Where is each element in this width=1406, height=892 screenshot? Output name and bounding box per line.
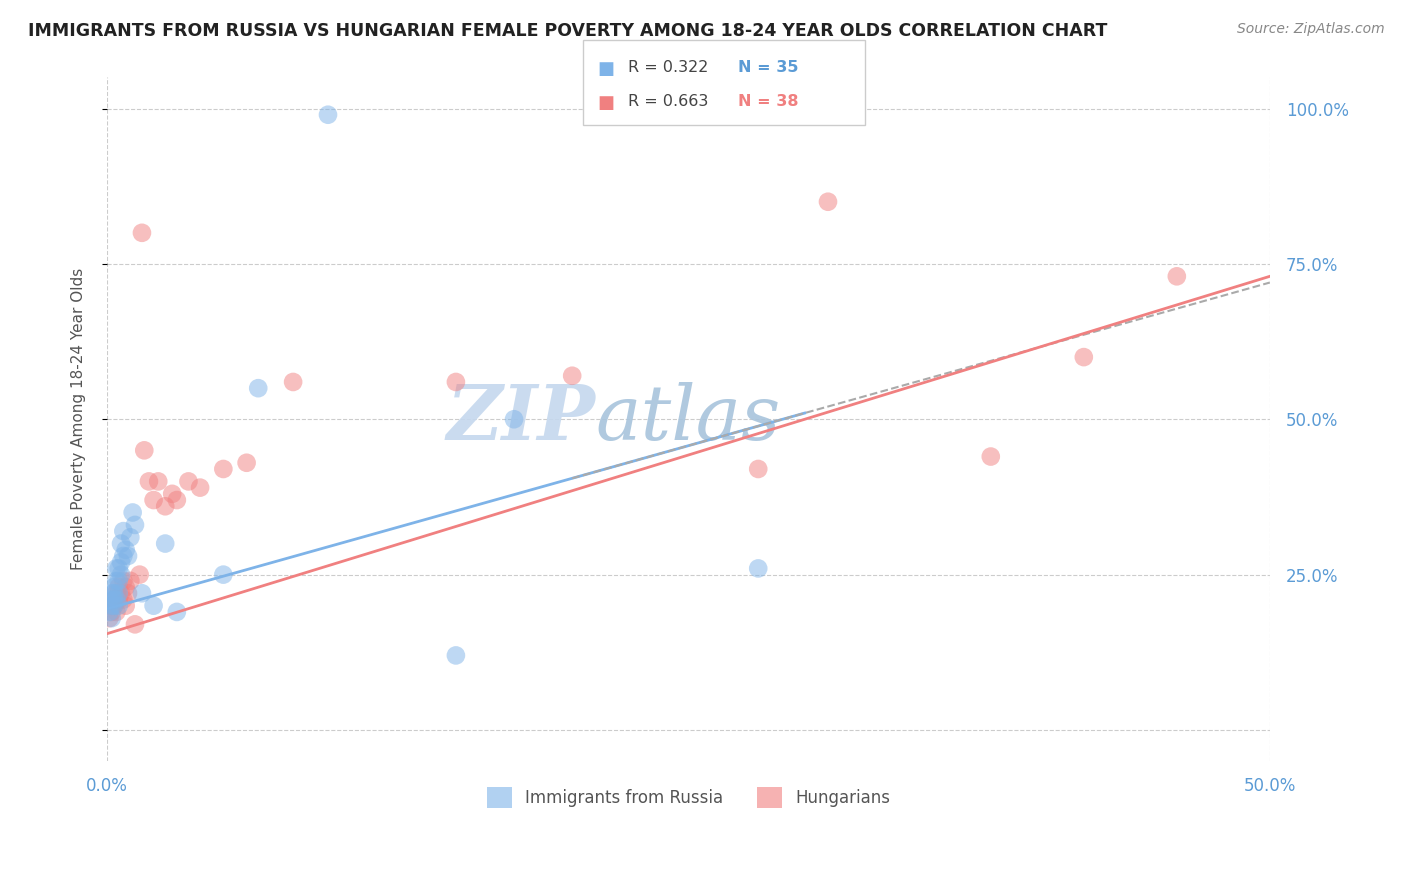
Text: ZIP: ZIP <box>447 383 595 457</box>
Point <box>134 443 156 458</box>
Text: N = 35: N = 35 <box>738 60 799 75</box>
Text: Source: ZipAtlas.com: Source: ZipAtlas.com <box>1237 22 1385 37</box>
Text: R = 0.663: R = 0.663 <box>628 94 709 109</box>
Point <box>103 599 125 613</box>
Point <box>747 561 769 575</box>
Point <box>112 524 135 538</box>
Text: atlas: atlas <box>595 383 780 457</box>
Point <box>114 599 136 613</box>
Point <box>107 580 129 594</box>
Y-axis label: Female Poverty Among 18-24 Year Olds: Female Poverty Among 18-24 Year Olds <box>72 268 86 570</box>
Legend: Immigrants from Russia, Hungarians: Immigrants from Russia, Hungarians <box>481 780 897 814</box>
Point <box>117 549 139 563</box>
Point <box>1166 269 1188 284</box>
Point <box>817 194 839 209</box>
Point <box>105 592 128 607</box>
Point <box>100 605 122 619</box>
Point <box>235 456 257 470</box>
Point <box>103 592 125 607</box>
Point <box>120 530 142 544</box>
Point <box>142 599 165 613</box>
Point <box>444 375 467 389</box>
Point <box>110 555 132 569</box>
Point <box>124 517 146 532</box>
Text: R = 0.322: R = 0.322 <box>628 60 709 75</box>
Point <box>100 599 122 613</box>
Point <box>100 611 122 625</box>
Point <box>128 567 150 582</box>
Point <box>212 567 235 582</box>
Point <box>107 599 129 613</box>
Point <box>142 493 165 508</box>
Point <box>503 412 526 426</box>
Point <box>316 108 339 122</box>
Point <box>155 536 177 550</box>
Point <box>110 586 132 600</box>
Point <box>138 475 160 489</box>
Point <box>980 450 1002 464</box>
Point <box>112 549 135 563</box>
Point <box>177 475 200 489</box>
Point <box>121 506 143 520</box>
Point <box>107 586 129 600</box>
Point <box>98 611 121 625</box>
Point <box>247 381 270 395</box>
Point <box>120 574 142 588</box>
Point <box>114 580 136 594</box>
Point <box>103 580 125 594</box>
Point <box>561 368 583 383</box>
Point <box>166 605 188 619</box>
Point <box>103 586 125 600</box>
Point <box>1073 350 1095 364</box>
Point <box>107 592 129 607</box>
Point <box>124 617 146 632</box>
Text: IMMIGRANTS FROM RUSSIA VS HUNGARIAN FEMALE POVERTY AMONG 18-24 YEAR OLDS CORRELA: IMMIGRANTS FROM RUSSIA VS HUNGARIAN FEMA… <box>28 22 1108 40</box>
Point <box>188 481 211 495</box>
Point <box>105 586 128 600</box>
Point <box>110 536 132 550</box>
Point <box>160 487 183 501</box>
Point <box>105 605 128 619</box>
Point <box>155 500 177 514</box>
Point <box>117 586 139 600</box>
Point <box>98 605 121 619</box>
Point <box>112 574 135 588</box>
Point <box>444 648 467 663</box>
Point <box>107 574 129 588</box>
Point <box>148 475 170 489</box>
Point <box>212 462 235 476</box>
Point <box>100 599 122 613</box>
Text: ■: ■ <box>598 94 614 112</box>
Point <box>98 592 121 607</box>
Point <box>110 567 132 582</box>
Point <box>105 561 128 575</box>
Point <box>103 599 125 613</box>
Point <box>131 586 153 600</box>
Point <box>166 493 188 508</box>
Point <box>114 542 136 557</box>
Point <box>100 586 122 600</box>
Text: N = 38: N = 38 <box>738 94 799 109</box>
Point <box>107 561 129 575</box>
Point <box>131 226 153 240</box>
Point <box>747 462 769 476</box>
Point <box>281 375 304 389</box>
Point <box>103 592 125 607</box>
Point <box>112 592 135 607</box>
Text: ■: ■ <box>598 60 614 78</box>
Point <box>105 574 128 588</box>
